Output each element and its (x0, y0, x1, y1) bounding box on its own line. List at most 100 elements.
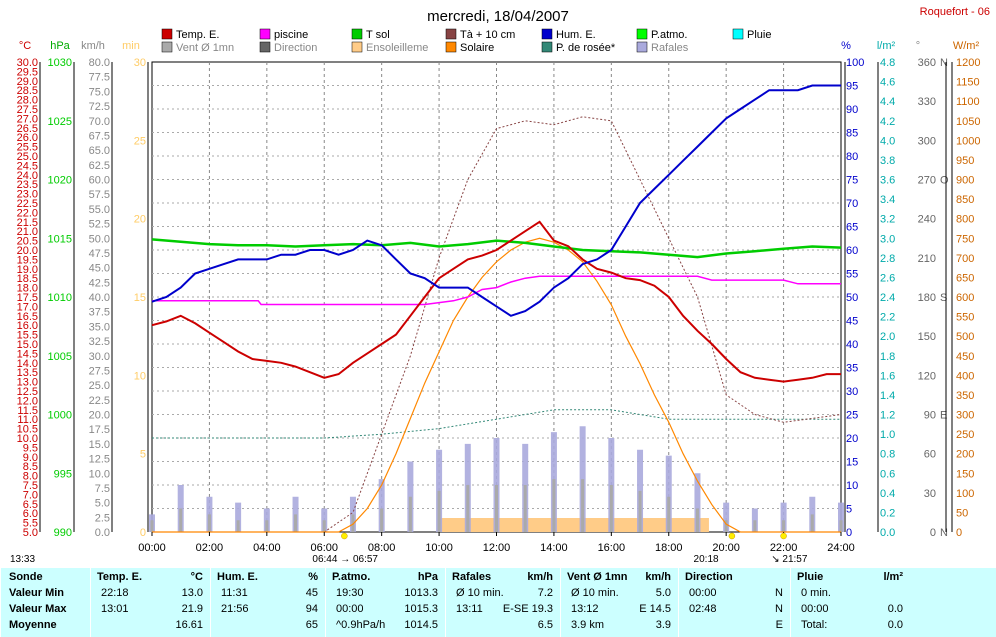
rain-tick: 2.8 (880, 253, 895, 265)
summary-cell-time: 00:00 (689, 587, 717, 599)
wind-tick: 50.0 (89, 233, 110, 245)
solar-tick: 500 (956, 331, 974, 343)
solar-tick: 150 (956, 468, 974, 480)
legend-label: Tà + 10 cm (460, 29, 515, 41)
unit-label-dir: ° (916, 40, 920, 52)
wind-tick: 45.0 (89, 263, 110, 275)
summary-section-unit: hPa (418, 571, 438, 583)
minutes-tick: 25 (134, 135, 146, 147)
x-tick-label: 18:00 (655, 542, 683, 554)
minutes-tick: 15 (134, 292, 146, 304)
rain-tick: 0.2 (880, 507, 895, 519)
wind-tick: 5.0 (95, 498, 110, 510)
legend-label: P. de rosée* (556, 42, 616, 54)
summary-section: P.atmo. hPa 19:30 1013.3 00:00 1015.3 ^0.9hPa/… (325, 568, 446, 637)
x-tick-label: 08:00 (368, 542, 396, 554)
wind-tick: 42.5 (89, 277, 110, 289)
wind-tick: 80.0 (89, 57, 110, 69)
summary-cell-value: 6.5 (538, 619, 553, 631)
wind-tick: 15.0 (89, 439, 110, 451)
wind-tick: 52.5 (89, 219, 110, 231)
hum-tick: 35 (846, 363, 858, 375)
summary-section-title: Temp. E. (97, 571, 142, 583)
hum-tick: 0 (846, 527, 852, 539)
solar-tick: 850 (956, 194, 974, 206)
hum-tick: 65 (846, 222, 858, 234)
legend-label: Direction (274, 42, 317, 54)
legend-swatch (162, 29, 172, 39)
solar-tick: 200 (956, 449, 974, 461)
x-tick-label: 20:00 (712, 542, 740, 554)
summary-cell-value: 45 (306, 587, 318, 599)
legend-label: P.atmo. (651, 29, 688, 41)
summary-cell-value: 65 (306, 619, 318, 631)
press-tick: 1025 (48, 116, 72, 128)
rain-tick: 3.6 (880, 175, 895, 187)
legend-label: Solaire (460, 42, 494, 54)
compass-letter: O (940, 175, 949, 187)
legend-label: T sol (366, 29, 390, 41)
summary-row-label: Valeur Max (9, 603, 66, 615)
press-tick: 995 (54, 468, 72, 480)
legend-label: Hum. E. (556, 29, 596, 41)
summary-section: Rafales km/h Ø 10 min. 7.2 13:11 E-SE 19.3 6.5 (445, 568, 561, 637)
wind-tick: 30.0 (89, 351, 110, 363)
station-name: Roquefort - 06 (920, 6, 990, 18)
legend-swatch (542, 29, 552, 39)
press-tick: 1010 (48, 292, 72, 304)
hum-tick: 40 (846, 339, 858, 351)
rain-tick: 4.0 (880, 135, 895, 147)
summary-cell-time: 02:48 (689, 603, 717, 615)
summary-row-label: Sonde (9, 571, 43, 583)
unit-label-temp: °C (19, 40, 31, 52)
summary-section-title: Rafales (452, 571, 491, 583)
summary-cell-value: 3.9 (656, 619, 671, 631)
summary-cell-time: 11:31 (221, 587, 248, 599)
wind-tick: 7.5 (95, 483, 110, 495)
legend-label: Temp. E. (176, 29, 219, 41)
rain-tick: 2.2 (880, 312, 895, 324)
solar-tick: 100 (956, 488, 974, 500)
unit-label-solar: W/m² (953, 40, 980, 52)
rain-tick: 4.6 (880, 77, 895, 89)
wind-tick: 55.0 (89, 204, 110, 216)
moonset-label: ↘ 21:57 (771, 554, 808, 565)
summary-row-labels: Sonde Valeur Min Valeur Max Moyenne (0, 568, 91, 637)
summary-section-unit: % (308, 571, 318, 583)
legend-swatch (637, 42, 647, 52)
left-time-label: 13:33 (10, 554, 35, 565)
legend-swatch (637, 29, 647, 39)
unit-label-press: hPa (50, 40, 70, 52)
solar-tick: 0 (956, 527, 962, 539)
chart-title: mercredi, 18/04/2007 (427, 8, 569, 25)
solar-tick: 50 (956, 507, 968, 519)
hum-tick: 80 (846, 151, 858, 163)
sunrise-label: 06:44 → 06:57 (312, 554, 378, 565)
dir-tick: 270 (918, 175, 936, 187)
x-tick-label: 24:00 (827, 542, 855, 554)
summary-cell-value: 16.61 (175, 619, 203, 631)
wind-tick: 25.0 (89, 380, 110, 392)
wind-tick: 47.5 (89, 248, 110, 260)
rain-tick: 3.2 (880, 214, 895, 226)
solar-tick: 450 (956, 351, 974, 363)
wind-tick: 37.5 (89, 307, 110, 319)
moon-icon (781, 533, 787, 539)
wind-tick: 75.0 (89, 86, 110, 98)
wind-tick: 27.5 (89, 365, 110, 377)
dir-tick: 30 (924, 488, 936, 500)
summary-section-title: Pluie (797, 571, 823, 583)
summary-section: Pluie l/m² 0 min. 00:00 0.0 Total: 0.0 (790, 568, 911, 637)
summary-cell-time: ^0.9hPa/h (336, 619, 385, 631)
rain-tick: 1.6 (880, 370, 895, 382)
dir-tick: 330 (918, 96, 936, 108)
legend-label: Rafales (651, 42, 689, 54)
solar-tick: 800 (956, 214, 974, 226)
rain-tick: 0.0 (880, 527, 895, 539)
legend-swatch (542, 42, 552, 52)
summary-cell-value: N (775, 587, 783, 599)
rain-tick: 1.4 (880, 390, 895, 402)
legend-swatch (733, 29, 743, 39)
dir-tick: 180 (918, 292, 936, 304)
summary-cell-value: 13.0 (182, 587, 203, 599)
